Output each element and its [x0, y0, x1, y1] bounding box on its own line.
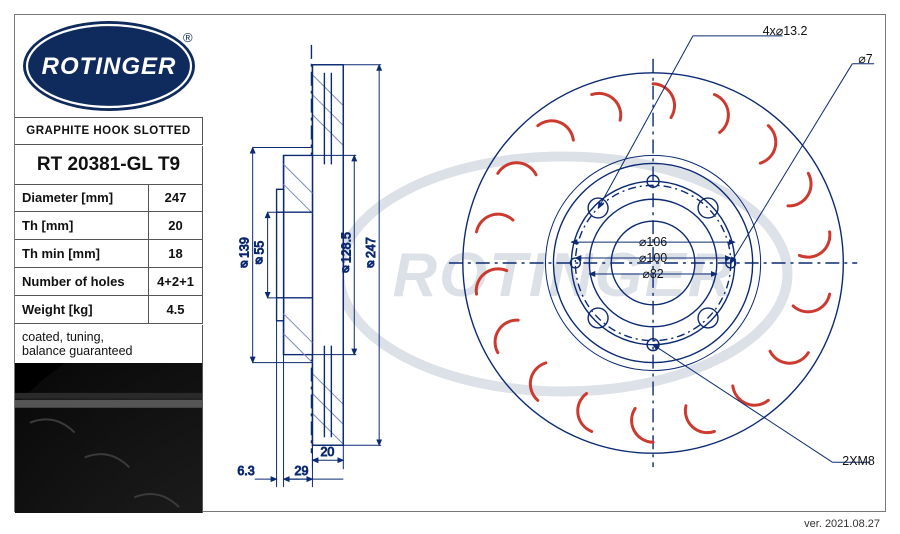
spec-row: Weight [kg] 4.5: [15, 296, 203, 324]
spec-value: 4.5: [149, 296, 202, 323]
spec-value: 20: [149, 212, 202, 239]
dim-d7: ⌀7: [858, 52, 872, 66]
dim-d139: ⌀139: [238, 237, 252, 273]
spec-row: Diameter [mm] 247: [15, 184, 203, 212]
spec-row: Number of holes 4+2+1: [15, 268, 203, 296]
dim-d1285: ⌀128.5: [339, 232, 353, 278]
spec-label: Weight [kg]: [15, 296, 149, 323]
watermark: ROTINGER: [339, 156, 787, 391]
side-view: [277, 45, 344, 453]
registered-mark: ®: [183, 30, 193, 45]
dim-tap: 2XM8: [842, 454, 875, 468]
dim-t29: 29: [295, 464, 309, 478]
version-label: ver. 2021.08.27: [804, 518, 880, 530]
spec-row: Th min [mm] 18: [15, 240, 203, 268]
technical-drawing: ROTINGER: [204, 15, 885, 511]
dim-t20: 20: [320, 445, 334, 459]
spec-label: Diameter [mm]: [15, 184, 149, 211]
spec-note: coated, tuning, balance guaranteed: [15, 325, 203, 367]
spec-row: Th [mm] 20: [15, 212, 203, 240]
spec-label: Th [mm]: [15, 212, 149, 239]
product-photo: [15, 363, 203, 513]
product-subtitle: GRAPHITE HOOK SLOTTED: [15, 117, 203, 145]
svg-text:ROTINGER: ROTINGER: [393, 241, 735, 310]
brand-logo-text: ROTINGER: [42, 53, 177, 80]
dim-t63: 6.3: [237, 464, 254, 478]
dim-d247: ⌀247: [364, 237, 378, 273]
spec-value: 247: [149, 184, 202, 211]
dim-holes: 4x⌀13.2: [763, 24, 808, 38]
dim-d55: ⌀55: [253, 241, 267, 270]
spec-value: 4+2+1: [149, 268, 202, 295]
brand-logo: ROTINGER ®: [15, 15, 203, 117]
spec-table: Diameter [mm] 247 Th [mm] 20 Th min [mm]…: [15, 184, 203, 324]
spec-label: Number of holes: [15, 268, 149, 295]
part-number: RT 20381-GL T9: [15, 146, 203, 185]
spec-value: 18: [149, 240, 202, 267]
spec-label: Th min [mm]: [15, 240, 149, 267]
